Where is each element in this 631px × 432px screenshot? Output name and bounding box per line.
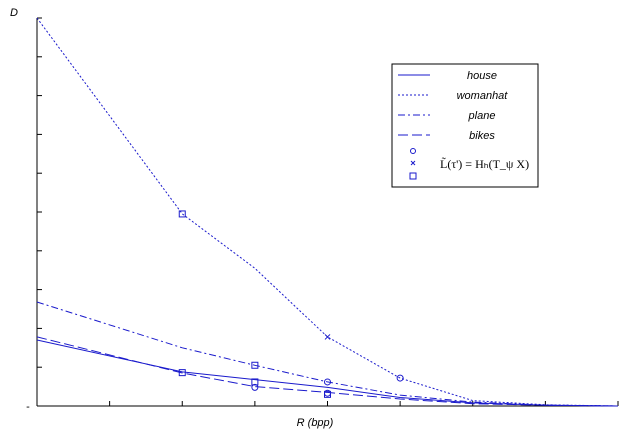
- marker-layer: [178, 210, 404, 398]
- square-marker: [251, 378, 259, 386]
- circle-marker: [251, 383, 259, 391]
- series-layer: [36, 17, 619, 407]
- axes: [36, 17, 619, 407]
- legend-circle-marker: [410, 148, 416, 154]
- square-marker: [178, 210, 186, 218]
- series-line-womanhat: [36, 17, 619, 407]
- y-tick-label: -: [26, 401, 30, 413]
- circle-marker: [396, 374, 404, 382]
- legend-label-house: house: [467, 70, 497, 82]
- legend-box: [391, 63, 539, 188]
- square-marker: [324, 390, 331, 398]
- legend: house womanhat plane bikes L̃(τ') = Hₕ(T_ψ X…: [391, 63, 539, 188]
- legend-square-marker: [409, 172, 417, 180]
- legend-formula: L̃(τ') = Hₕ(T_ψ X): [440, 157, 529, 171]
- series-line-house: [36, 339, 619, 407]
- circle-marker: [324, 378, 331, 386]
- legend-label-bikes: bikes: [469, 130, 495, 142]
- legend-label-plane: plane: [468, 110, 496, 122]
- y-axis-label: D: [10, 7, 18, 19]
- legend-label-womanhat: womanhat: [457, 90, 509, 102]
- x-axis-label: R (bpp): [297, 417, 334, 429]
- cross-marker: [324, 334, 331, 340]
- series-line-bikes: [36, 336, 619, 407]
- square-marker: [251, 361, 259, 369]
- legend-cross-marker: [410, 160, 416, 166]
- square-marker: [178, 369, 186, 377]
